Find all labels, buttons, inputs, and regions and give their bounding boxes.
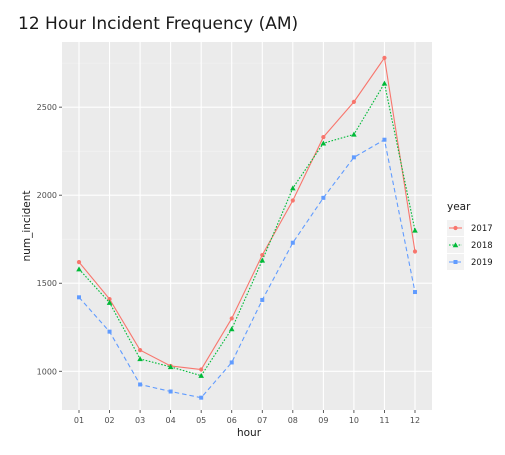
- data-point-2018: [198, 372, 204, 378]
- data-point-2019: [413, 290, 417, 295]
- x-tick-label: 02: [104, 416, 114, 425]
- data-point-2018: [106, 299, 113, 305]
- y-tick-label: 2000: [37, 191, 57, 200]
- data-point-2018: [228, 326, 235, 332]
- data-point-2017: [351, 99, 357, 104]
- x-tick-label: 03: [135, 416, 145, 425]
- data-point-2017: [412, 249, 418, 254]
- x-tick-label: 09: [318, 416, 328, 425]
- series-2018: [76, 80, 418, 378]
- data-point-2018: [167, 364, 174, 370]
- x-tick-label: 06: [227, 416, 237, 425]
- data-point-2017: [137, 348, 143, 353]
- legend-item-2018: 2018: [447, 237, 493, 253]
- series-line-2018: [78, 81, 416, 377]
- x-tick-label: 10: [349, 416, 359, 425]
- legend: year 2017 2018 2019: [447, 201, 493, 270]
- data-point-2019: [351, 155, 356, 160]
- y-axis-title: num_incident: [21, 191, 33, 262]
- data-point-2017: [107, 296, 112, 302]
- legend-label: 2017: [471, 224, 493, 234]
- x-tick-label: 05: [196, 416, 206, 425]
- chart-title: 12 Hour Incident Frequency (AM): [18, 14, 298, 34]
- data-point-2017: [382, 55, 387, 60]
- y-tick-label: 1500: [37, 279, 57, 288]
- x-tick-label: 08: [288, 416, 298, 425]
- data-point-2019: [77, 295, 81, 300]
- x-axis-title: hour: [237, 427, 262, 439]
- legend-label: 2018: [471, 241, 493, 251]
- data-point-2018: [137, 356, 143, 362]
- legend-item-2019: 2019: [447, 254, 493, 270]
- data-point-2019: [290, 240, 295, 245]
- y-tick-label: 2500: [37, 103, 57, 112]
- data-point-2017: [76, 259, 82, 265]
- x-axis-ticks: 01 02 03 04 05 06 07 08 09 10 11 12: [74, 410, 420, 425]
- legend-item-2017: 2017: [447, 220, 493, 236]
- data-point-2019: [321, 195, 326, 200]
- data-point-2018: [412, 227, 418, 233]
- data-point-2017: [321, 134, 326, 140]
- data-point-2019: [168, 389, 173, 394]
- series-2017: [76, 55, 418, 372]
- legend-marker: [453, 260, 458, 264]
- data-point-2018: [259, 257, 266, 263]
- x-tick-label: 12: [410, 416, 420, 425]
- x-tick-label: 01: [74, 416, 84, 425]
- grid-minor: [62, 62, 432, 328]
- series-2019: [77, 137, 417, 400]
- data-point-2017: [290, 198, 295, 203]
- x-tick-label: 04: [166, 416, 176, 425]
- data-point-2019: [229, 360, 234, 365]
- y-axis-ticks: 1000 1500 2000 2500: [37, 103, 62, 376]
- x-tick-label: 07: [257, 416, 267, 425]
- data-point-2019: [107, 329, 112, 334]
- data-point-2019: [382, 137, 387, 142]
- data-point-2018: [320, 140, 327, 146]
- data-point-2019: [138, 382, 143, 387]
- legend-marker: [453, 225, 458, 231]
- data-point-2018: [76, 266, 82, 272]
- y-tick-label: 1000: [37, 367, 57, 376]
- data-point-2017: [229, 316, 234, 321]
- legend-label: 2019: [471, 258, 493, 268]
- data-point-2018: [381, 80, 388, 86]
- legend-marker: [452, 242, 459, 248]
- data-point-2019: [199, 395, 204, 400]
- grid-major: [62, 42, 432, 410]
- series-layer: [76, 55, 418, 400]
- series-line-2019: [78, 138, 416, 399]
- data-point-2018: [290, 185, 296, 191]
- legend-title: year: [447, 201, 471, 213]
- data-point-2017: [260, 252, 265, 258]
- plot-panel: [62, 42, 432, 410]
- series-line-2017: [78, 56, 416, 371]
- x-tick-label: 11: [379, 416, 389, 425]
- data-point-2018: [351, 131, 357, 137]
- data-point-2019: [260, 297, 265, 302]
- data-point-2017: [199, 367, 204, 372]
